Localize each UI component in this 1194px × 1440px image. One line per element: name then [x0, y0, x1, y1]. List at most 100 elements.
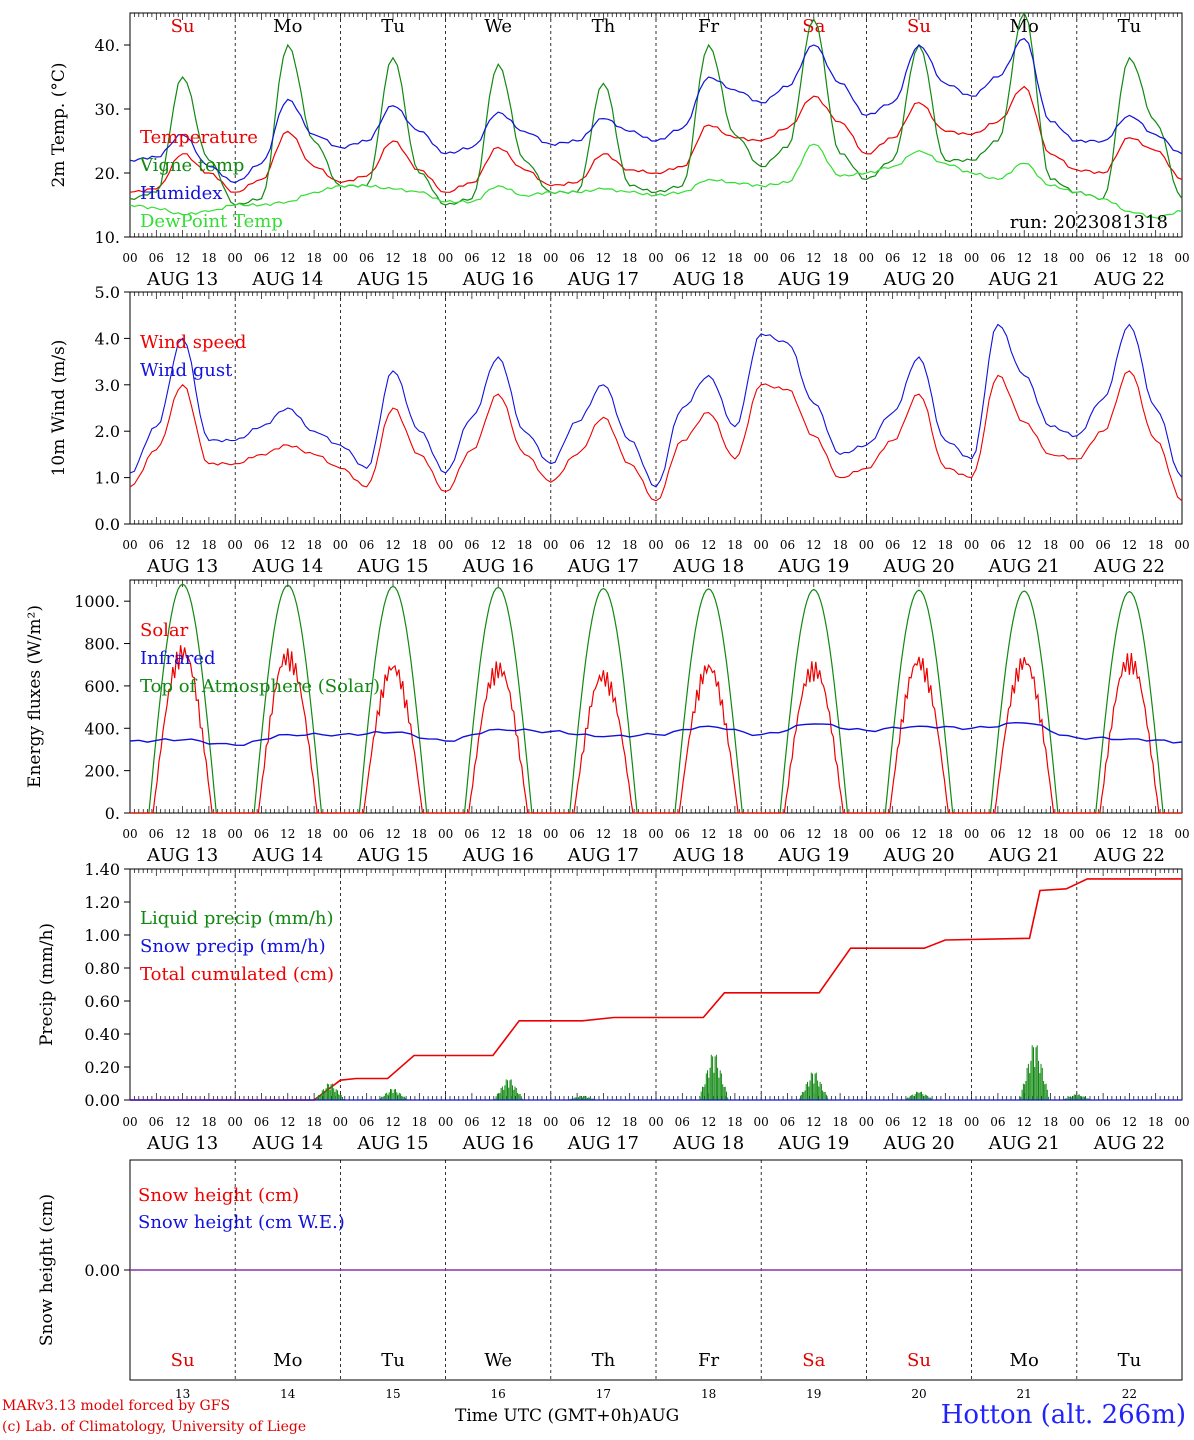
hour-tick-label: 18: [306, 538, 321, 552]
day-number: 17: [596, 1387, 611, 1401]
legend-entry: Total cumulated (cm): [140, 964, 334, 985]
legend-entry: Snow height (cm): [138, 1185, 299, 1206]
hour-tick-label: 06: [254, 1115, 269, 1129]
date-label: AUG 16: [462, 1133, 534, 1154]
y-tick-label: 40.: [95, 36, 120, 55]
hour-tick-label: 18: [306, 1115, 321, 1129]
hour-tick-label: 00: [543, 827, 558, 841]
legend-entry: Top of Atmosphere (Solar): [140, 676, 380, 697]
hour-tick-label: 12: [280, 251, 295, 265]
date-label: AUG 15: [356, 556, 428, 577]
y-tick-label: 400.: [84, 719, 120, 738]
hour-tick-label: 18: [412, 251, 427, 265]
hour-tick-label: 00: [964, 1115, 979, 1129]
hour-tick-label: 12: [1122, 827, 1137, 841]
hour-tick-label: 12: [911, 1115, 926, 1129]
date-label: AUG 14: [251, 1133, 323, 1154]
hour-tick-label: 12: [596, 538, 611, 552]
hour-tick-label: 00: [754, 1115, 769, 1129]
y-tick-label: 200.: [84, 762, 120, 781]
date-label: AUG 17: [567, 269, 639, 290]
station-name: Hotton (alt. 266m): [940, 1400, 1186, 1430]
Humidex: [129, 37, 1183, 184]
hour-tick-label: 12: [596, 1115, 611, 1129]
day-number: 16: [491, 1387, 506, 1401]
hour-tick-label: 06: [780, 1115, 795, 1129]
hour-tick-label: 06: [1095, 251, 1110, 265]
hour-tick-label: 12: [1122, 538, 1137, 552]
hour-tick-label: 12: [596, 251, 611, 265]
hour-tick-label: 12: [1122, 251, 1137, 265]
hour-tick-label: 06: [780, 251, 795, 265]
hour-tick-label: 00: [122, 538, 137, 552]
legend-entry: Liquid precip (mm/h): [140, 908, 334, 929]
hour-tick-label: 18: [832, 827, 847, 841]
y-tick-label: 800.: [84, 635, 120, 654]
y-tick-label: 20.: [95, 164, 120, 183]
hour-tick-label: 00: [1069, 251, 1084, 265]
hour-tick-label: 06: [885, 1115, 900, 1129]
hour-tick-label: 12: [1017, 251, 1032, 265]
legend-entry: Wind speed: [140, 332, 246, 353]
date-label: AUG 15: [356, 845, 428, 866]
hour-tick-label: 00: [964, 538, 979, 552]
y-tick-label: 10.: [95, 228, 120, 247]
date-label: AUG 16: [462, 269, 534, 290]
day-name-top: Fr: [698, 16, 719, 37]
day-name-top: Su: [907, 16, 931, 37]
legend-entry: Solar: [140, 620, 189, 641]
hour-tick-label: 12: [701, 827, 716, 841]
hour-tick-label: 12: [491, 1115, 506, 1129]
Wind gust: [129, 323, 1183, 488]
model-credit: MARv3.13 model forced by GFS: [2, 1398, 231, 1414]
legend-entry: Snow height (cm W.E.): [138, 1212, 345, 1233]
hour-tick-label: 00: [754, 538, 769, 552]
day-name-top: Tu: [381, 16, 405, 37]
hour-tick-label: 18: [622, 538, 637, 552]
day-name-top: Th: [592, 16, 616, 37]
hour-tick-label: 06: [149, 251, 164, 265]
date-label: AUG 20: [882, 269, 954, 290]
hour-tick-label: 00: [1174, 1115, 1189, 1129]
legend-entry: Snow precip (mm/h): [140, 936, 326, 957]
hour-tick-label: 06: [885, 538, 900, 552]
y-axis-label: Energy fluxes (W/m²): [25, 605, 45, 788]
hour-tick-label: 06: [1095, 827, 1110, 841]
y-tick-label: 0.: [105, 804, 120, 823]
hour-tick-label: 12: [701, 251, 716, 265]
y-tick-label: 5.0: [95, 283, 120, 302]
run-label: run: 2023081318: [1010, 212, 1168, 233]
hour-tick-label: 00: [122, 827, 137, 841]
day-name-bottom: Fr: [698, 1350, 719, 1371]
hour-tick-label: 06: [675, 538, 690, 552]
hour-tick-label: 00: [438, 251, 453, 265]
day-name-bottom: Th: [592, 1350, 616, 1371]
hour-tick-label: 00: [1174, 251, 1189, 265]
hour-tick-label: 00: [333, 251, 348, 265]
hour-tick-label: 18: [201, 538, 216, 552]
date-label: AUG 21: [988, 845, 1060, 866]
hour-tick-label: 00: [333, 538, 348, 552]
hour-tick-label: 00: [228, 538, 243, 552]
hour-tick-label: 00: [438, 1115, 453, 1129]
hour-tick-label: 12: [491, 827, 506, 841]
day-name-top: Mo: [273, 16, 302, 37]
date-label: AUG 19: [777, 269, 849, 290]
y-tick-label: 4.0: [95, 329, 120, 348]
y-tick-label: 0.80: [84, 959, 120, 978]
hour-tick-label: 12: [911, 827, 926, 841]
date-label: AUG 22: [1093, 269, 1165, 290]
y-tick-label: 600.: [84, 677, 120, 696]
hour-tick-label: 00: [543, 251, 558, 265]
day-name-top: Mo: [1010, 16, 1039, 37]
date-label: AUG 18: [672, 845, 744, 866]
hour-tick-label: 12: [911, 251, 926, 265]
hour-tick-label: 18: [201, 251, 216, 265]
hour-tick-label: 06: [464, 827, 479, 841]
hour-tick-label: 18: [201, 1115, 216, 1129]
hour-tick-label: 06: [569, 538, 584, 552]
hour-tick-label: 00: [333, 827, 348, 841]
date-label: AUG 20: [882, 1133, 954, 1154]
y-tick-label: 0.0: [95, 515, 120, 534]
